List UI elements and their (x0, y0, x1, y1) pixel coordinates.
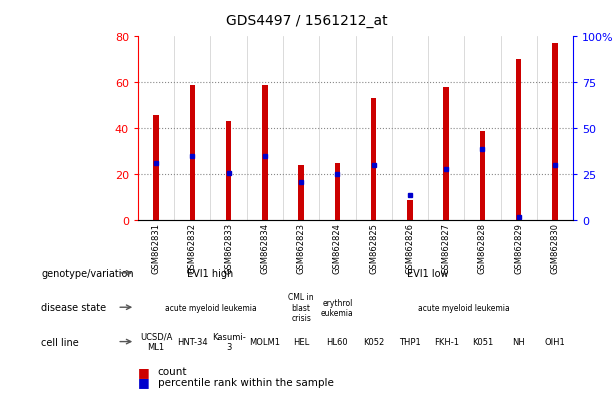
Bar (371, 99, 376, 221)
Text: UCSD/A
ML1: UCSD/A ML1 (140, 332, 172, 351)
Text: disease state: disease state (42, 302, 107, 313)
Text: HNT-34: HNT-34 (177, 337, 208, 346)
Text: HEL: HEL (293, 337, 310, 346)
Bar (516, 60, 522, 221)
Bar (299, 166, 304, 221)
Bar (443, 88, 449, 221)
Text: cell line: cell line (42, 337, 79, 347)
Text: NH: NH (512, 337, 525, 346)
Text: acute myeloid leukemia: acute myeloid leukemia (419, 303, 510, 312)
Text: CML in
blast
crisis: CML in blast crisis (288, 293, 314, 322)
Text: ■: ■ (138, 365, 150, 378)
Text: GDS4497 / 1561212_at: GDS4497 / 1561212_at (226, 14, 387, 28)
Text: THP1: THP1 (399, 337, 421, 346)
Bar (407, 200, 413, 221)
Bar (552, 44, 558, 221)
Bar (480, 131, 485, 221)
Bar (262, 85, 268, 221)
Text: K051: K051 (472, 337, 493, 346)
Bar (153, 115, 159, 221)
Text: acute myeloid leukemia: acute myeloid leukemia (164, 303, 256, 312)
Text: EVI1 low: EVI1 low (407, 268, 449, 278)
Text: percentile rank within the sample: percentile rank within the sample (158, 377, 333, 387)
Text: K052: K052 (363, 337, 384, 346)
Bar (335, 164, 340, 221)
Text: EVI1 high: EVI1 high (188, 268, 234, 278)
Text: genotype/variation: genotype/variation (42, 268, 134, 278)
Text: MOLM1: MOLM1 (249, 337, 280, 346)
Text: count: count (158, 366, 187, 376)
Bar (189, 85, 195, 221)
Text: Kasumi-
3: Kasumi- 3 (211, 332, 245, 351)
Text: erythrol
eukemia: erythrol eukemia (321, 298, 354, 317)
Text: OIH1: OIH1 (544, 337, 565, 346)
Text: FKH-1: FKH-1 (434, 337, 459, 346)
Text: HL60: HL60 (327, 337, 348, 346)
Text: ■: ■ (138, 375, 150, 388)
Bar (226, 122, 231, 221)
